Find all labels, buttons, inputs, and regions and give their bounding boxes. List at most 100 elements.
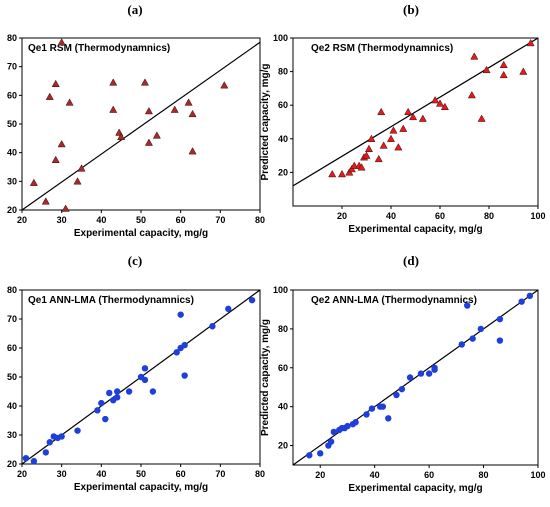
x-tick-label: 100 [530, 470, 545, 480]
data-point [368, 405, 376, 412]
y-tick-label: 40 [7, 148, 17, 158]
x-axis-title: Experimental capacity, mg/g [74, 482, 208, 493]
y-tick-label: 80 [278, 67, 288, 77]
data-point [467, 91, 476, 99]
data-point [173, 349, 180, 356]
data-point [394, 143, 403, 151]
data-point [464, 302, 471, 309]
data-point [181, 341, 188, 349]
data-point [188, 147, 197, 155]
data-point [306, 452, 313, 459]
data-point [149, 388, 157, 395]
x-tick-label: 40 [96, 469, 106, 479]
x-tick-label: 70 [215, 215, 225, 225]
plot-frame [292, 37, 539, 207]
data-point [477, 325, 485, 333]
data-point [379, 141, 388, 149]
x-tick-label: 60 [176, 215, 186, 225]
y-tick-label: 20 [278, 441, 288, 451]
x-axis-title: Experimental capacity, mg/g [74, 228, 208, 239]
chart-panel-2: (b) 20 40 60 80 100 20 40 60 80 100 Experimental ca… [260, 2, 546, 235]
data-point [482, 65, 491, 74]
data-point [330, 428, 338, 436]
x-tick-label: 80 [479, 470, 489, 480]
data-point [393, 391, 400, 399]
x-tick-label: 40 [96, 215, 106, 225]
data-point [77, 164, 86, 172]
data-point [152, 131, 161, 139]
x-axis-title: Experimental capacity, mg/g [348, 224, 482, 235]
data-point [327, 438, 335, 445]
y-tick-label: 50 [7, 372, 17, 382]
x-tick-label: 60 [424, 470, 434, 480]
data-point [440, 102, 449, 111]
y-tick-label: 60 [278, 100, 288, 110]
y-tick-label: 30 [7, 430, 17, 440]
data-point [144, 138, 153, 146]
data-point [220, 81, 229, 89]
plot-title: Qe2 ANN-LMA (Thermodynamnics) [311, 295, 477, 306]
data-point [57, 38, 66, 46]
data-point [409, 112, 418, 121]
data-point [42, 449, 49, 456]
data-point [362, 151, 371, 159]
y-tick-label: 30 [7, 176, 17, 186]
data-point [45, 92, 54, 100]
data-point [114, 388, 121, 395]
y-tick-label: 100 [273, 285, 288, 295]
plot-frame [292, 289, 539, 466]
data-point [141, 365, 149, 372]
data-point [367, 134, 376, 142]
data-point [65, 98, 74, 106]
data-point [225, 305, 232, 313]
x-tick-label: 80 [255, 469, 265, 479]
data-point [377, 107, 386, 116]
data-point [518, 298, 525, 305]
data-point [181, 372, 188, 379]
plot-title: Qe2 RSM (Thermodynamnics) [311, 43, 453, 54]
x-tick-label: 20 [17, 469, 27, 479]
data-point [106, 389, 113, 397]
y-tick-label: 80 [278, 324, 288, 334]
data-point [418, 114, 427, 122]
data-point [337, 169, 347, 178]
data-point [74, 427, 81, 434]
data-point [379, 403, 387, 410]
y-tick-label: 80 [7, 285, 17, 295]
y-tick-label: 40 [278, 402, 288, 412]
data-point [499, 60, 508, 69]
data-point [417, 370, 425, 377]
data-point [404, 107, 413, 116]
panel-label: (b) [403, 2, 419, 17]
data-point [170, 105, 179, 113]
data-point [109, 105, 118, 113]
data-point [499, 70, 508, 79]
x-tick-label: 30 [57, 215, 67, 225]
data-point [526, 292, 534, 300]
data-point [398, 385, 406, 393]
data-point [435, 99, 445, 107]
y-tick-label: 80 [7, 33, 17, 43]
data-point [344, 422, 351, 430]
data-point [477, 114, 486, 122]
data-point [364, 144, 373, 153]
data-point [496, 315, 504, 323]
x-tick-label: 60 [176, 469, 186, 479]
data-point [389, 126, 398, 134]
data-point [30, 457, 38, 465]
data-point [248, 296, 256, 304]
x-tick-label: 20 [17, 215, 27, 225]
data-point [73, 177, 82, 185]
data-point [61, 204, 70, 212]
data-point [406, 374, 414, 381]
data-point [425, 370, 433, 377]
data-point [519, 67, 528, 75]
data-point [109, 78, 118, 86]
panel-label: (d) [403, 253, 419, 268]
data-point [58, 433, 65, 440]
data-point [46, 439, 53, 446]
data-point [350, 161, 359, 169]
x-tick-label: 80 [255, 215, 265, 225]
y-tick-label: 40 [7, 401, 17, 411]
